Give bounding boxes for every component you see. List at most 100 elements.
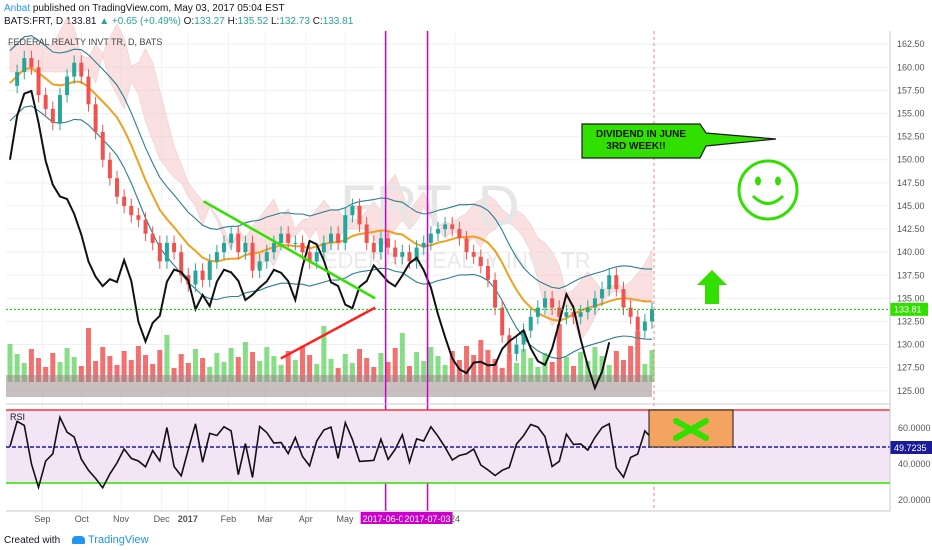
volume-bar xyxy=(606,365,612,382)
green-up-arrow-icon[interactable] xyxy=(697,270,727,304)
close-value: 133.81 xyxy=(322,16,354,27)
volume-bar xyxy=(7,344,13,382)
volume-bar xyxy=(506,354,512,382)
symbol-label: BATS:FRT, D xyxy=(4,16,64,27)
volume-bar xyxy=(342,354,348,382)
volume-bar xyxy=(414,352,420,382)
candle-body xyxy=(436,229,440,234)
volume-bar xyxy=(71,357,77,382)
candle-body xyxy=(407,252,412,262)
price-tick: 147.50 xyxy=(897,178,925,188)
candle-body xyxy=(100,132,105,160)
candle-body xyxy=(229,233,234,243)
rsi-axis[interactable]: 60.0000 40.0000 20.0000 49.7235 xyxy=(890,423,932,505)
candle-body xyxy=(22,58,27,72)
volume-bar xyxy=(563,357,569,382)
price-chart[interactable]: FRT, D FEDERAL REALTY INVT TR DIVIDEND I… xyxy=(0,0,932,532)
candle-body xyxy=(107,159,112,179)
volume-bar xyxy=(528,358,534,382)
volume-bar xyxy=(642,364,648,382)
candle-body xyxy=(600,289,605,299)
date-badge xyxy=(360,512,411,524)
time-tick: Nov xyxy=(113,514,130,524)
candle-body xyxy=(293,242,298,244)
volume-bar xyxy=(192,349,198,382)
volume-bar xyxy=(513,363,519,382)
candle-body xyxy=(592,298,597,308)
chart-legend: FEDERAL REALTY INVT TR, D, BATS xyxy=(8,37,162,47)
volume-bar xyxy=(135,346,141,382)
volume-bar xyxy=(435,356,441,382)
time-axis[interactable]: Sep Oct Nov Dec 2017 Feb Mar Apr May 2017-06-0120… xyxy=(34,512,460,524)
volume-bar xyxy=(242,342,248,382)
candle-body xyxy=(514,344,519,354)
candle-body xyxy=(29,58,34,68)
candle-body xyxy=(279,233,284,243)
candle-body xyxy=(122,196,127,206)
price-tick: 127.50 xyxy=(897,363,925,373)
open-value: 133.27 xyxy=(194,16,225,27)
candle-body xyxy=(421,242,426,248)
volume-bar xyxy=(114,365,120,382)
candle-body xyxy=(164,242,169,262)
support-trendline[interactable] xyxy=(280,306,376,360)
candle-body xyxy=(222,242,226,253)
volume-bar xyxy=(521,349,527,382)
time-tick: Feb xyxy=(221,514,237,524)
candle-body xyxy=(393,247,398,257)
dividend-callout[interactable]: DIVIDEND IN JUNE 3RD WEEK!! xyxy=(581,123,777,159)
price-badge-text: 133.81 xyxy=(894,304,922,314)
volume-bar xyxy=(93,361,99,382)
volume-bar xyxy=(620,360,626,382)
lagging-span xyxy=(9,89,611,391)
volume-bar xyxy=(200,358,206,382)
volume-bar xyxy=(57,362,63,382)
volume-bar xyxy=(421,361,427,382)
volume-bar xyxy=(635,331,641,382)
price-tick: 132.50 xyxy=(897,316,925,326)
volume-bar xyxy=(492,359,498,382)
ohlc-line: BATS:FRT, D 133.81 ▲ +0.65 (+0.49%) O:13… xyxy=(4,16,353,27)
candle-body xyxy=(443,224,448,230)
candle-body xyxy=(207,261,212,280)
volume-bar xyxy=(185,363,191,382)
volume-bar xyxy=(428,347,434,382)
price-tick: 125.00 xyxy=(897,386,925,396)
price-axis[interactable]: 162.50 160.00 157.50 155.00 152.50 150.00 147.… xyxy=(897,39,925,396)
volume-bar xyxy=(178,354,184,382)
candle-body xyxy=(314,252,319,262)
candle-body xyxy=(628,307,633,317)
candle-body xyxy=(136,215,141,220)
volume-bar xyxy=(549,362,555,382)
author-name[interactable]: Anbat xyxy=(4,3,31,14)
rsi-tick: 60.0000 xyxy=(898,423,931,433)
candle-body xyxy=(428,233,433,243)
volume-bar xyxy=(278,365,284,382)
candle-body xyxy=(214,252,219,262)
candle-body xyxy=(535,307,540,317)
candle-body xyxy=(321,242,326,253)
resistance-trendline[interactable] xyxy=(202,200,376,300)
candle-body xyxy=(300,242,305,253)
candle-body xyxy=(236,233,241,253)
price-tick: 162.50 xyxy=(897,39,925,49)
tradingview-brand[interactable]: TradingView xyxy=(72,534,149,546)
volume-bar xyxy=(371,367,377,382)
candle-body xyxy=(172,242,177,253)
candle-body xyxy=(343,215,348,243)
candle-body xyxy=(493,279,498,308)
price-tick: 152.50 xyxy=(897,132,925,142)
volume-bar xyxy=(628,346,634,382)
low-label: L: xyxy=(270,16,280,27)
volume-bar xyxy=(78,366,84,382)
volume-bar xyxy=(36,358,42,382)
smiley-face-icon[interactable] xyxy=(737,159,799,221)
tradingview-name: TradingView xyxy=(88,534,149,546)
rsi-tick: 40.0000 xyxy=(898,459,931,469)
price-tick: 130.00 xyxy=(897,340,925,350)
rsi-tick: 20.0000 xyxy=(898,495,931,505)
low-value: 132.73 xyxy=(279,16,310,27)
volume-bar xyxy=(14,354,20,382)
candle-body xyxy=(264,252,269,262)
volume-bar xyxy=(392,348,398,382)
